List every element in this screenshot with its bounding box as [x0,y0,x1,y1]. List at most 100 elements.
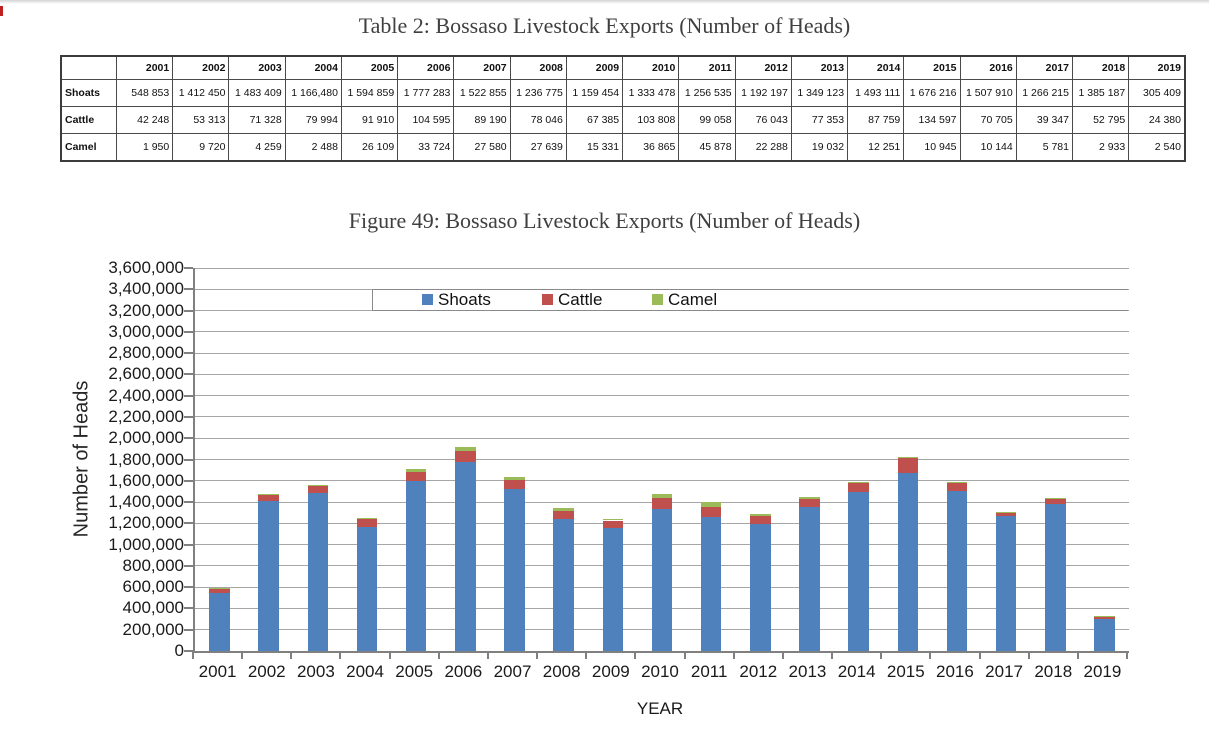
table-cell: 67 385 [565,106,624,134]
table-cell: 1 256 535 [678,79,736,107]
y-tick-label: 3,400,000 [108,279,184,299]
x-tick-label: 2007 [493,662,532,681]
table-cell: 1 493 111 [847,79,905,107]
table-cell: 36 865 [622,133,680,162]
table-cell: 76 043 [734,106,792,134]
gridline [195,522,1129,524]
plot-area [193,267,1129,653]
y-tick-label: 1,600,000 [108,470,184,490]
x-axis-tick [1076,652,1079,659]
x-axis-tick [634,652,637,659]
gridline [195,373,1129,375]
legend-swatch-icon [652,294,663,306]
x-axis-tick [192,652,194,659]
legend-entry-shoats: Shoats [422,290,491,310]
y-axis-tick [184,501,193,504]
table-cell: 134 597 [903,106,961,134]
bar-segment-shoats [307,493,329,651]
bar-segment-shoats [651,509,673,651]
y-tick-label: 400,000 [122,598,184,618]
x-axis-tick [339,652,342,659]
bar-segment-camel [897,457,919,459]
bar-segment-camel [700,501,722,507]
table-cell: 1 236 775 [509,79,567,107]
y-axis-tick [184,267,193,269]
bar-segment-shoats [1094,618,1115,651]
bar-segment-camel [504,476,525,480]
page-edge-red-mark [0,6,3,16]
table-cell: 26 109 [340,133,399,162]
bar-segment-cattle [405,471,427,482]
table-cell: 87 759 [847,106,905,134]
page-top-edge [0,0,1209,4]
x-axis-tick [1027,652,1030,659]
bar-segment-cattle [995,512,1017,517]
bar-segment-cattle [1094,615,1115,619]
x-tick-label: 2018 [1034,662,1073,681]
gridline [195,352,1129,354]
y-axis-tick [184,543,193,546]
table-cell: 24 380 [1128,106,1186,134]
table-cell: 39 347 [1015,106,1073,134]
x-tick-label: 2003 [296,662,335,681]
legend-entry-camel: Camel [652,290,717,310]
y-tick-label: 0 [174,641,184,660]
bar-segment-shoats [750,524,771,651]
legend-label: Cattle [558,290,603,310]
x-tick-label: 2009 [591,662,630,681]
table-cell: 1 192 197 [734,79,792,107]
table-year-header: 2004 [284,55,342,80]
x-tick-label: 2005 [395,662,434,681]
y-tick-label: 1,000,000 [108,534,184,554]
table-cell: 52 795 [1071,106,1130,134]
y-axis-tick [184,564,193,567]
table-cell: 19 032 [790,133,849,162]
bar-segment-shoats [356,526,378,651]
table-cell: 27 639 [509,133,567,162]
legend-label: Camel [668,290,718,310]
table-cell: 12 251 [847,133,905,162]
table-cell: 99 058 [678,106,736,134]
gridline [195,416,1129,418]
table-cell: 10 945 [903,133,961,162]
gridline [195,288,1129,290]
table-cell: 1 412 450 [172,79,230,107]
x-axis-tick [536,652,539,659]
table-corner-cell [60,55,117,80]
bar-segment-cattle [1045,498,1066,504]
y-axis-tick [184,628,193,631]
x-axis-tick [831,652,834,659]
table-cell: 22 288 [734,133,792,162]
y-tick-label: 2,400,000 [108,385,184,405]
table-cell: 103 808 [622,106,680,134]
gridline [195,544,1129,546]
gridline [195,331,1129,333]
table-cell: 2 933 [1071,133,1130,162]
bar-segment-cattle [946,483,968,491]
legend-entry-cattle: Cattle [542,290,602,310]
y-axis-tick [184,330,193,333]
table-cell: 45 878 [678,133,736,162]
table-cell: 1 266 215 [1015,79,1073,107]
table-cell: 1 385 187 [1071,79,1130,107]
gridline [195,586,1129,588]
table-row-label: Camel [60,133,117,162]
y-axis-tick [184,288,193,291]
table-row: Shoats 548 853 1 412 450 1 483 409 1 166,480… [60,79,1186,107]
x-tick-label: 2010 [641,662,679,681]
bar-segment-shoats [995,516,1017,651]
bar-segment-shoats [258,500,279,651]
x-tick-label: 2016 [936,662,974,681]
x-tick-label: 2001 [198,662,237,681]
y-tick-label: 1,800,000 [108,449,184,469]
x-tick-label: 2008 [542,662,581,681]
table-year-header: 2019 [1128,55,1186,80]
bar-segment-camel [602,518,624,521]
table-cell: 79 994 [284,106,342,134]
y-axis-tick [184,373,193,376]
table-year-header: 2003 [228,55,286,80]
x-axis-tick [1126,652,1128,659]
bar-segment-shoats [209,592,230,651]
x-axis-tick [388,652,391,659]
table-cell: 53 313 [172,106,230,134]
